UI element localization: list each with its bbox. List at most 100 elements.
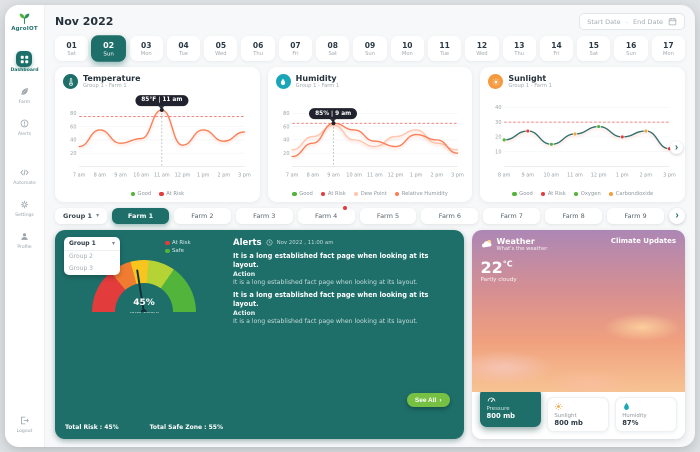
farm-tab[interactable]: Farm 8 xyxy=(545,207,603,224)
legend-item: Good xyxy=(512,191,533,197)
person-icon xyxy=(17,228,33,244)
svg-text:3 pm: 3 pm xyxy=(451,172,464,178)
date-pill[interactable]: 08 Sat xyxy=(316,36,350,61)
legend-label: Good xyxy=(519,190,533,197)
sidebar-item-farm[interactable]: Farm xyxy=(17,83,33,105)
sidebar-item-alerts[interactable]: Alerts xyxy=(17,115,33,137)
farm-tab[interactable]: Farm 4 xyxy=(297,205,355,224)
chart-header: Humidity Group 1 - Farm 1 xyxy=(275,74,465,89)
date-pill[interactable]: 05 Wed xyxy=(204,36,238,61)
svg-text:60: 60 xyxy=(70,124,76,130)
sidebar-item-logout[interactable]: Logout xyxy=(17,412,33,434)
date-day: Mon xyxy=(140,51,152,57)
chart-tooltip: 85°F | 11 am xyxy=(135,95,189,107)
see-all-label: See All xyxy=(414,396,437,404)
legend-dot xyxy=(353,191,359,197)
stat-label: Pressure xyxy=(486,406,510,412)
svg-text:12 pm: 12 pm xyxy=(175,172,191,178)
sunlight-chart-svg: 10 20 30 40 8 am 9 am 10 am 11 am 12 pm 1 pm 2 pm 3… xyxy=(496,105,677,178)
svg-text:12 pm: 12 pm xyxy=(591,172,607,178)
group-select[interactable]: Group 1 ▾ xyxy=(55,207,108,224)
logo: AgroIOT xyxy=(11,12,38,32)
risk-totals: Total Risk : 45% Total Safe Zone : 55% xyxy=(65,424,223,431)
date-pill[interactable]: 14 Fri xyxy=(539,36,574,61)
group-dropdown-option[interactable]: Group 3 xyxy=(69,265,93,273)
gauge-label: Total Count xyxy=(128,308,160,315)
svg-text:80: 80 xyxy=(70,111,76,117)
sidebar-item-automate[interactable]: Automate xyxy=(13,164,36,186)
alert-item[interactable]: It is a long established fact page when … xyxy=(233,252,454,287)
date-pill[interactable]: 12 Wed xyxy=(465,36,499,61)
sidebar-item-profile[interactable]: Profile xyxy=(17,228,33,250)
farm-tab[interactable]: Farm 5 xyxy=(359,207,417,224)
weather-subtitle: What's the weather xyxy=(496,245,548,252)
pressure-chip[interactable]: Pressure 800 mb xyxy=(479,388,542,427)
date-day: Sun xyxy=(626,51,637,57)
svg-text:1 pm: 1 pm xyxy=(616,172,629,178)
logout-icon xyxy=(17,412,33,428)
chart-header: Sunlight Group 1 - Farm 1 xyxy=(488,74,677,89)
sunlight-chip[interactable]: Sunlight 800 mb xyxy=(547,397,610,432)
calendar-icon xyxy=(668,17,677,26)
sidebar-label: Alerts xyxy=(17,132,32,137)
group-dropdown-selected[interactable]: Group 1 ▾ xyxy=(64,237,120,251)
date-pill[interactable]: 10 Mon xyxy=(390,36,424,61)
date-pill[interactable]: 17 Mon xyxy=(651,36,686,61)
farm-tab[interactable]: Farm 2 xyxy=(173,207,231,224)
date-pill[interactable]: 01 Sat xyxy=(55,36,89,61)
see-all-button[interactable]: See All › xyxy=(406,393,450,407)
sidebar-label: Automate xyxy=(13,181,36,186)
date-pill[interactable]: 06 Thu xyxy=(241,36,275,61)
date-pill[interactable]: 03 Mon xyxy=(129,36,163,61)
legend-item: Relative Humidity xyxy=(394,191,448,197)
group-dropdown-option[interactable]: Group 2 xyxy=(69,253,93,261)
temperature-value: 22°C xyxy=(480,257,513,277)
sidebar-item-settings[interactable]: Settings xyxy=(15,196,34,218)
humidity-chart[interactable]: 20 40 60 80 7 am 8 am 9 am 10 am 11 am 12 pm 1 pm 2… xyxy=(276,91,465,190)
tooltip-text: 85°F | 11 am xyxy=(141,97,183,104)
charts-row: Temperature Group 1 - Farm 1 20 40 60 80 7 a… xyxy=(55,67,686,202)
svg-text:7 am: 7 am xyxy=(73,172,86,178)
sunlight-chart[interactable]: 10 20 30 40 8 am 9 am 10 am 11 am 12 pm 1 pm 2 pm 3… xyxy=(488,91,677,190)
alerts-panel: Alerts Nov 2022 , 11:00 am It is a long … xyxy=(223,238,454,431)
alerts-timestamp: Nov 2022 , 11:00 am xyxy=(276,239,334,246)
date-number: 17 xyxy=(663,41,674,50)
sidebar-item-dashboard[interactable]: Dashboard xyxy=(10,51,39,73)
alert-item[interactable]: It is a long established fact page when … xyxy=(233,291,454,326)
date-pill[interactable]: 15 Sat xyxy=(577,36,611,61)
svg-text:10: 10 xyxy=(496,149,502,155)
date-day: Sun xyxy=(103,51,115,58)
date-number: 11 xyxy=(439,41,450,50)
date-pill[interactable]: 11 Tue xyxy=(427,36,462,61)
svg-text:20: 20 xyxy=(283,151,289,157)
farm-tab[interactable]: Farm 1 xyxy=(112,207,169,224)
date-day: Fri xyxy=(292,51,299,57)
date-range-picker[interactable]: Start Date - End Date xyxy=(579,13,685,30)
farm-tab[interactable]: Farm 3 xyxy=(235,207,293,224)
svg-text:40: 40 xyxy=(283,138,289,144)
date-pill[interactable]: 09 Sun xyxy=(353,36,387,61)
chart-next-button[interactable]: › xyxy=(670,141,684,155)
chart-legend: Good At Risk Dew Point xyxy=(276,191,465,197)
svg-text:11 am: 11 am xyxy=(568,172,584,178)
date-pill[interactable]: 16 Sun xyxy=(614,36,648,61)
chart-legend: Good At Risk xyxy=(63,191,252,197)
legend-dot xyxy=(394,191,400,197)
tabs-next-button[interactable]: › xyxy=(669,207,685,224)
temperature-unit: °C xyxy=(502,259,513,269)
farm-tab[interactable]: Farm 9 xyxy=(607,207,664,224)
date-pill[interactable]: 07 Fri xyxy=(278,36,313,61)
farm-tab[interactable]: Farm 6 xyxy=(421,207,479,224)
farm-tab[interactable]: Farm 7 xyxy=(483,207,541,224)
date-pill[interactable]: 02 Sun xyxy=(91,35,127,62)
chart-legend: Good At Risk Oxygen xyxy=(488,191,677,197)
temperature-chart[interactable]: 20 40 60 80 7 am 8 am 9 am 10 am 11 am 12 pm 1 pm 2… xyxy=(63,91,252,190)
svg-text:9 am: 9 am xyxy=(114,172,127,178)
legend-item: Good xyxy=(130,191,151,197)
date-pill[interactable]: 04 Tue xyxy=(166,36,201,61)
date-pill[interactable]: 13 Thu xyxy=(502,36,536,61)
start-date-label: Start Date xyxy=(587,17,621,26)
humidity-chip[interactable]: Humidity 87% xyxy=(615,397,678,432)
date-day: Mon xyxy=(662,51,674,57)
group-dropdown[interactable]: Group 1 ▾ Group 2 Group 3 xyxy=(64,236,120,275)
